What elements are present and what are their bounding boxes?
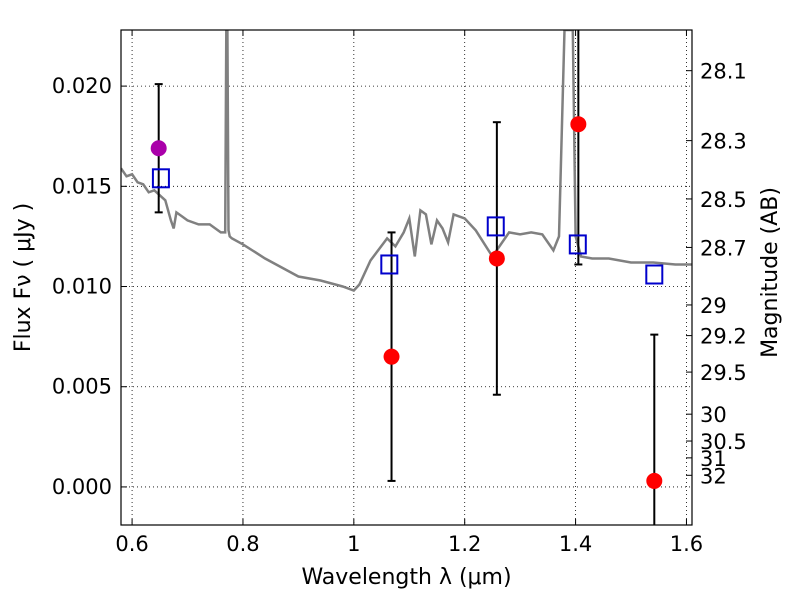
x-tick-label: 1.6	[670, 532, 703, 556]
mag-tick-label: 28.1	[700, 60, 747, 84]
mag-tick-label: 31	[700, 447, 727, 471]
y-tick-label: 0.005	[52, 375, 112, 399]
y-tick-label: 0.000	[52, 475, 112, 499]
right-axis-title: Magnitude (AB)	[758, 187, 783, 358]
mag-tick-label: 29.2	[700, 325, 747, 349]
x-tick-label: 1.2	[448, 532, 481, 556]
y-tick-label: 0.020	[52, 74, 112, 98]
mag-tick-label: 29	[700, 294, 727, 318]
square-marker	[486, 216, 505, 237]
circle-marker	[646, 472, 663, 489]
plot-frame	[120, 29, 693, 526]
x-tick-label: 1	[347, 532, 360, 556]
y-tick-label: 0.010	[52, 275, 112, 299]
mag-tick-label: 28.3	[700, 130, 747, 154]
mag-tick-label: 29.5	[700, 361, 747, 385]
mag-tick-label: 32	[700, 464, 727, 488]
y-axis-title: Flux Fν ( μJy )	[11, 203, 36, 352]
circle-marker	[570, 116, 587, 133]
model-spectrum-line	[121, 30, 692, 292]
mag-tick-label: 28.5	[700, 188, 747, 212]
mag-tick-label: 28.7	[700, 236, 747, 260]
plot-content	[121, 30, 692, 525]
x-tick-label: 0.6	[115, 532, 148, 556]
circle-marker	[150, 140, 167, 157]
mag-tick-label: 30	[700, 403, 727, 427]
x-axis-title: Wavelength λ (μm)	[301, 565, 511, 590]
square-marker	[151, 168, 170, 189]
x-tick-label: 0.8	[226, 532, 259, 556]
square-marker	[568, 234, 587, 255]
y-tick-label: 0.015	[52, 174, 112, 198]
x-tick-label: 1.4	[559, 532, 592, 556]
square-marker	[380, 254, 399, 275]
circle-marker	[383, 348, 400, 365]
square-marker	[645, 264, 664, 285]
circle-marker	[488, 250, 505, 267]
mag-tick-label: 30.5	[700, 430, 747, 454]
